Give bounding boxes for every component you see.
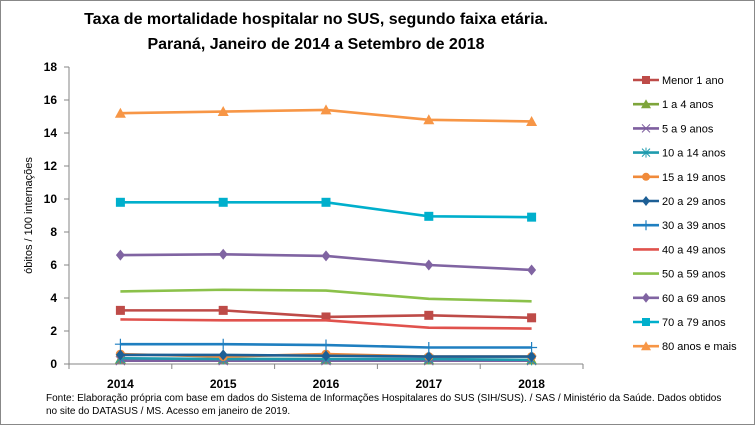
y-tick-label: 0 — [50, 357, 57, 371]
legend-label: 40 a 49 anos — [662, 244, 726, 256]
data-point — [526, 342, 538, 353]
footnote: Fonte: Elaboração própria com base em da… — [46, 393, 722, 417]
legend-marker — [642, 196, 650, 206]
y-tick-label: 14 — [44, 126, 58, 140]
legend-label: 5 a 9 anos — [662, 123, 714, 135]
data-point — [218, 197, 228, 207]
y-tick-label: 16 — [44, 93, 58, 107]
y-tick-label: 2 — [50, 324, 57, 338]
data-point — [115, 349, 125, 361]
legend-label: 70 a 79 anos — [662, 317, 726, 329]
x-tick-label: 2015 — [210, 377, 237, 391]
data-point — [217, 338, 229, 350]
data-point — [527, 313, 537, 323]
legend-marker — [642, 172, 650, 181]
legend-marker — [642, 318, 650, 326]
y-tick-label: 10 — [44, 192, 58, 206]
data-point — [527, 351, 537, 363]
data-point — [424, 351, 434, 363]
data-point — [321, 197, 331, 207]
data-point — [320, 104, 332, 115]
legend-label: 30 a 39 anos — [662, 220, 726, 232]
legend-label: 1 a 4 anos — [662, 99, 714, 111]
x-tick-label: 2014 — [107, 377, 134, 391]
y-axis-label: óbitos / 100 internações — [23, 157, 35, 274]
chart-title: Taxa de mortalidade hospitalar no SUS, s… — [84, 11, 548, 28]
data-point — [321, 250, 331, 262]
x-tick-label: 2016 — [313, 377, 340, 391]
data-point — [114, 338, 126, 350]
legend-label: 10 a 14 anos — [662, 148, 726, 160]
data-point — [424, 259, 434, 271]
data-point — [320, 339, 332, 351]
legend-label: 20 a 29 anos — [662, 196, 726, 208]
data-point — [218, 305, 228, 315]
y-tick-label: 8 — [50, 225, 57, 239]
legend-label: Menor 1 ano — [662, 75, 724, 87]
series-line — [120, 318, 532, 330]
legend-label: 15 a 19 anos — [662, 172, 726, 184]
legend-marker — [641, 341, 651, 351]
data-point — [218, 248, 228, 260]
data-point — [423, 342, 435, 353]
legend-marker — [642, 292, 650, 303]
x-tick-label: 2018 — [518, 377, 545, 391]
data-point — [114, 107, 126, 118]
y-tick-label: 6 — [50, 258, 57, 272]
data-point — [115, 197, 125, 207]
chart-subtitle: Paraná, Janeiro de 2014 a Setembro de 20… — [147, 36, 485, 53]
legend-marker — [641, 220, 651, 231]
x-tick-label: 2017 — [415, 377, 442, 391]
y-tick-label: 4 — [50, 291, 57, 305]
data-point — [115, 249, 125, 261]
data-point — [217, 106, 229, 117]
legend-marker — [641, 147, 651, 158]
data-point — [115, 305, 125, 315]
legend-label: 80 anos e mais — [662, 341, 737, 353]
legend-marker — [641, 99, 651, 109]
data-point — [424, 211, 434, 221]
data-point — [424, 310, 434, 320]
data-point — [218, 349, 228, 361]
data-point — [526, 115, 538, 126]
y-tick-label: 18 — [44, 60, 58, 74]
legend-label: 60 a 69 anos — [662, 293, 726, 305]
data-point — [321, 350, 331, 362]
legend-marker — [642, 76, 650, 84]
legend-marker — [641, 124, 651, 133]
y-tick-label: 12 — [44, 159, 58, 173]
data-point — [321, 312, 331, 322]
legend-label: 50 a 59 anos — [662, 269, 726, 281]
series-line — [120, 288, 532, 303]
data-point — [527, 212, 537, 222]
data-point — [527, 264, 537, 276]
data-point — [423, 114, 435, 125]
